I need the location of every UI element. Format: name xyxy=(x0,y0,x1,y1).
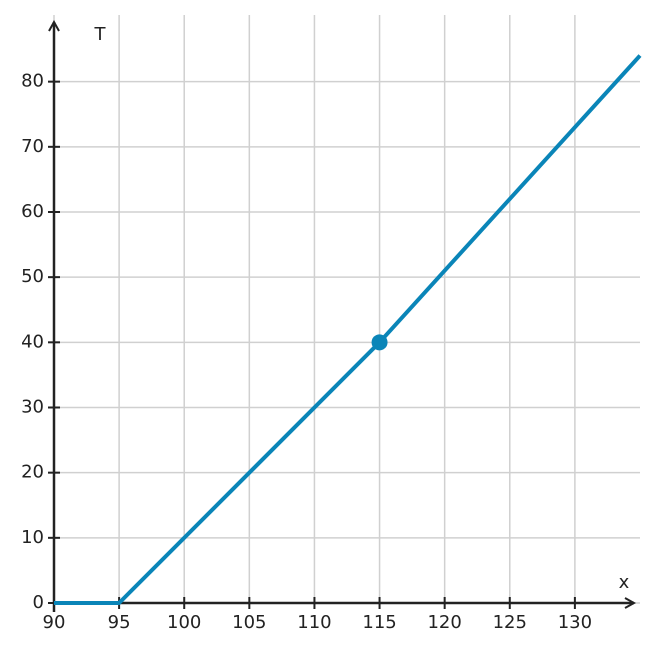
x-tick-label: 110 xyxy=(297,612,331,633)
y-tick-label: 10 xyxy=(21,527,44,548)
y-tick-label: 40 xyxy=(21,331,44,352)
line xyxy=(54,54,642,605)
x-tick-label: 130 xyxy=(558,612,592,633)
x-tick-label: 90 xyxy=(43,612,66,633)
x-tick-label: 120 xyxy=(427,612,461,633)
point xyxy=(371,334,388,351)
x-tick-label: 115 xyxy=(362,612,396,633)
x-tick-label: 100 xyxy=(167,612,201,633)
y-tick-label: 70 xyxy=(21,136,44,157)
x-tick-label: 105 xyxy=(232,612,266,633)
x-axis-label: x xyxy=(619,572,630,593)
x-tick-label: 95 xyxy=(108,612,131,633)
y-tick-label: 0 xyxy=(33,592,44,613)
y-tick-label: 50 xyxy=(21,266,44,287)
y-tick-label: 30 xyxy=(21,396,44,417)
y-tick-label: 60 xyxy=(21,201,44,222)
x-tick-label: 125 xyxy=(493,612,527,633)
y-tick-label: 20 xyxy=(21,462,44,483)
y-tick-label: 80 xyxy=(21,71,44,92)
y-axis-label: T xyxy=(94,24,107,45)
